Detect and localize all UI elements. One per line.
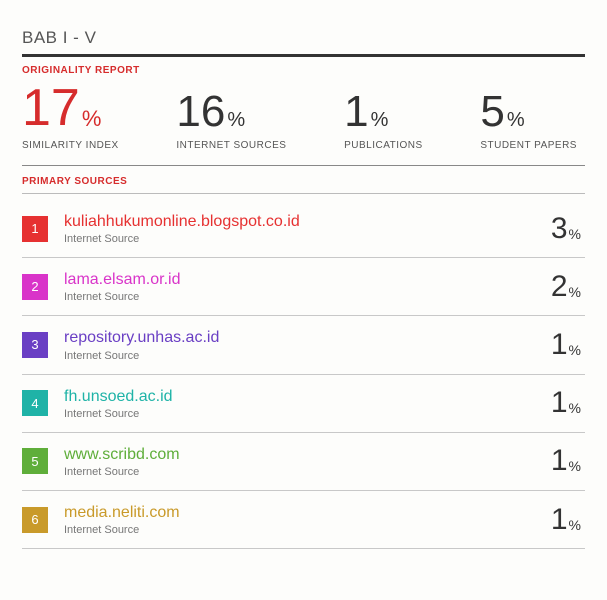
source-row: 5 www.scribd.com Internet Source1%	[22, 433, 585, 491]
metric-value: 16	[176, 90, 225, 134]
source-text: www.scribd.com Internet Source	[64, 445, 551, 478]
source-url[interactable]: www.scribd.com	[64, 445, 551, 464]
source-percent-unit: %	[569, 343, 581, 357]
metric-label: INTERNET SOURCES	[176, 140, 286, 151]
metric-value: 17	[22, 82, 80, 134]
source-text: kuliahhukumonline.blogspot.co.id Internet…	[64, 212, 551, 245]
metric-label: STUDENT PAPERS	[480, 140, 577, 151]
metric-unit: %	[227, 110, 245, 130]
source-percent: 2%	[551, 272, 581, 302]
source-row: 2lama.elsam.or.idInternet Source2%	[22, 258, 585, 316]
source-url[interactable]: media.neliti.com	[64, 503, 551, 522]
source-rank-badge: 4	[22, 390, 48, 416]
source-type: Internet Source	[64, 524, 551, 536]
document-title: BAB I - V	[22, 28, 585, 48]
metric-label: SIMILARITY INDEX	[22, 140, 119, 151]
metric-similarity: 17 % SIMILARITY INDEX	[22, 82, 119, 151]
divider-gray	[22, 193, 585, 194]
source-percent: 1%	[551, 505, 581, 535]
source-type: Internet Source	[64, 291, 551, 303]
source-percent-value: 3	[551, 214, 568, 244]
source-url[interactable]: lama.elsam.or.id	[64, 270, 551, 289]
metric-unit: %	[82, 108, 102, 130]
source-type: Internet Source	[64, 408, 551, 420]
divider-thick	[22, 54, 585, 57]
source-type: Internet Source	[64, 233, 551, 245]
source-percent-value: 2	[551, 272, 568, 302]
source-rank-badge: 2	[22, 274, 48, 300]
sources-list: 1 kuliahhukumonline.blogspot.co.id Interne…	[22, 200, 585, 549]
metric-publications: 1 % PUBLICATIONS	[344, 90, 423, 151]
metric-value: 5	[480, 90, 504, 134]
source-percent: 1%	[551, 330, 581, 360]
source-row: 3 repository.unhas.ac.id Internet Source1%	[22, 316, 585, 374]
metric-label: PUBLICATIONS	[344, 140, 423, 151]
source-url[interactable]: kuliahhukumonline.blogspot.co.id	[64, 212, 551, 231]
source-row: 6 media.neliti.com Internet Source1%	[22, 491, 585, 549]
source-percent-unit: %	[569, 285, 581, 299]
source-percent-value: 1	[551, 446, 568, 476]
metric-unit: %	[507, 110, 525, 130]
source-text: lama.elsam.or.id Internet Source	[64, 270, 551, 303]
metric-value: 1	[344, 90, 368, 134]
source-percent-unit: %	[569, 227, 581, 241]
metric-internet: 16 % INTERNET SOURCES	[176, 90, 286, 151]
metric-unit: %	[371, 110, 389, 130]
source-percent-value: 1	[551, 388, 568, 418]
source-percent-value: 1	[551, 505, 568, 535]
source-text: media.neliti.com Internet Source	[64, 503, 551, 536]
source-percent-value: 1	[551, 330, 568, 360]
source-rank-badge: 3	[22, 332, 48, 358]
source-row: 1 kuliahhukumonline.blogspot.co.id Interne…	[22, 200, 585, 258]
source-percent: 1%	[551, 388, 581, 418]
originality-report-label: ORIGINALITY REPORT	[22, 65, 585, 76]
source-url[interactable]: fh.unsoed.ac.id	[64, 387, 551, 406]
source-percent: 1%	[551, 446, 581, 476]
source-type: Internet Source	[64, 350, 551, 362]
source-percent-unit: %	[569, 459, 581, 473]
source-rank-badge: 6	[22, 507, 48, 533]
source-text: fh.unsoed.ac.id Internet Source	[64, 387, 551, 420]
source-percent-unit: %	[569, 518, 581, 532]
source-rank-badge: 5	[22, 448, 48, 474]
divider-thin	[22, 165, 585, 166]
primary-sources-label: PRIMARY SOURCES	[22, 176, 585, 187]
source-percent: 3%	[551, 214, 581, 244]
metric-student-papers: 5 % STUDENT PAPERS	[480, 90, 577, 151]
source-text: repository.unhas.ac.id Internet Source	[64, 328, 551, 361]
source-rank-badge: 1	[22, 216, 48, 242]
source-type: Internet Source	[64, 466, 551, 478]
metrics-row: 17 % SIMILARITY INDEX 16 % INTERNET SOUR…	[22, 82, 585, 151]
source-percent-unit: %	[569, 401, 581, 415]
source-row: 4 fh.unsoed.ac.id Internet Source1%	[22, 375, 585, 433]
source-url[interactable]: repository.unhas.ac.id	[64, 328, 551, 347]
